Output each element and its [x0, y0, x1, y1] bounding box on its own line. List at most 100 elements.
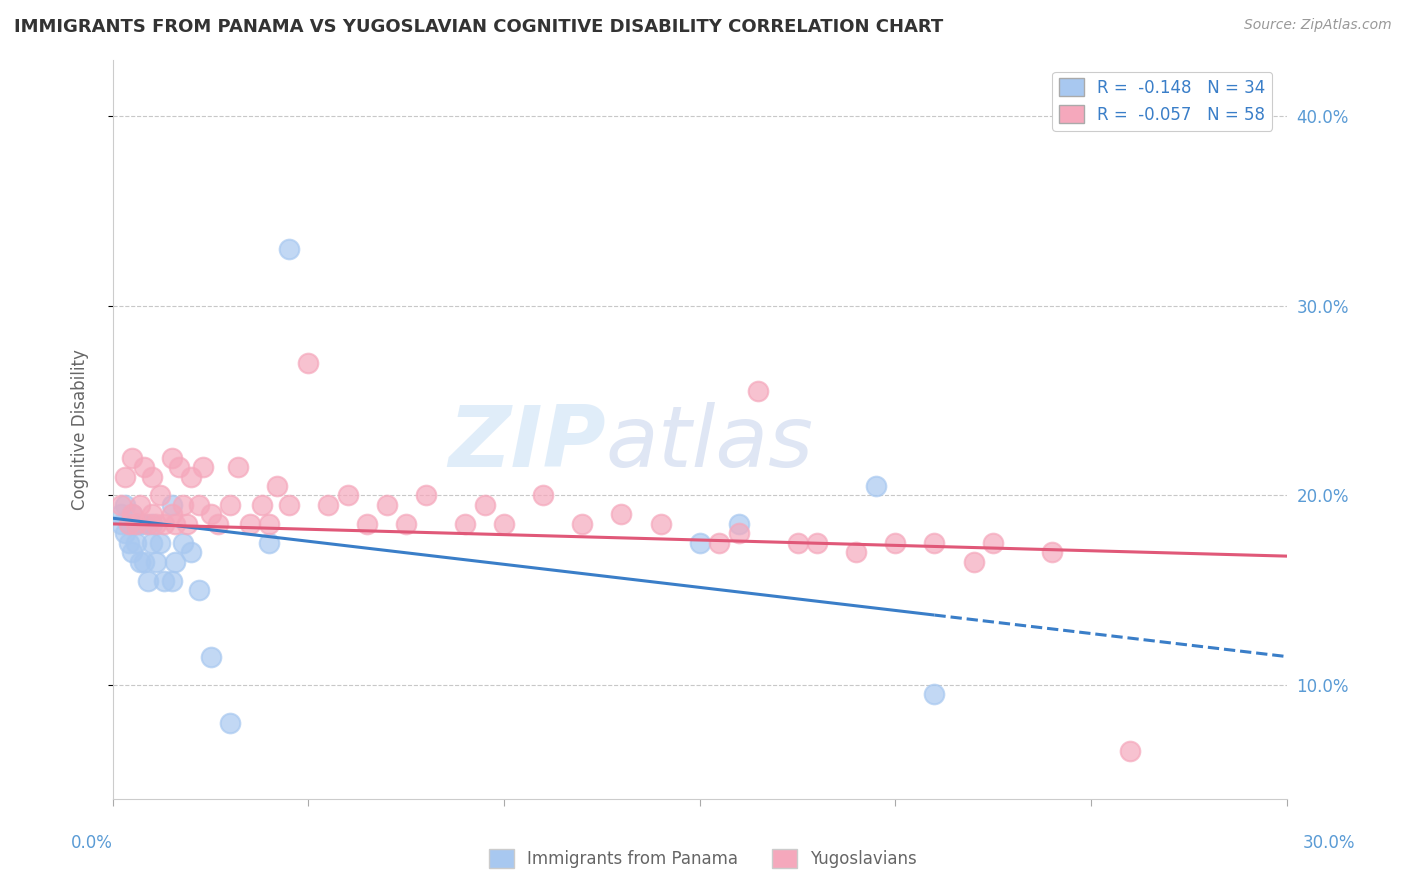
Point	[121, 450, 143, 465]
Point	[141, 516, 163, 531]
Point	[180, 469, 202, 483]
Point	[200, 649, 222, 664]
Point	[981, 536, 1004, 550]
Point	[129, 555, 152, 569]
Point	[395, 516, 418, 531]
Point	[494, 516, 516, 531]
Point	[136, 516, 159, 531]
Point	[117, 516, 139, 531]
Point	[160, 498, 183, 512]
Point	[125, 516, 148, 531]
Point	[786, 536, 808, 550]
Point	[610, 508, 633, 522]
Text: IMMIGRANTS FROM PANAMA VS YUGOSLAVIAN COGNITIVE DISABILITY CORRELATION CHART: IMMIGRANTS FROM PANAMA VS YUGOSLAVIAN CO…	[14, 18, 943, 36]
Point	[259, 536, 281, 550]
Point	[259, 516, 281, 531]
Point	[727, 526, 749, 541]
Point	[145, 516, 167, 531]
Point	[172, 536, 194, 550]
Point	[474, 498, 496, 512]
Point	[239, 516, 262, 531]
Point	[187, 498, 209, 512]
Legend: R =  -0.148   N = 34, R =  -0.057   N = 58: R = -0.148 N = 34, R = -0.057 N = 58	[1053, 71, 1272, 130]
Text: atlas: atlas	[606, 402, 814, 485]
Point	[114, 469, 136, 483]
Text: 0.0%: 0.0%	[70, 834, 112, 852]
Point	[266, 479, 288, 493]
Point	[277, 498, 299, 512]
Point	[297, 356, 319, 370]
Point	[117, 536, 139, 550]
Point	[134, 460, 156, 475]
Point	[134, 516, 156, 531]
Point	[117, 516, 139, 531]
Point	[219, 715, 242, 730]
Point	[134, 555, 156, 569]
Point	[962, 555, 984, 569]
Point	[180, 545, 202, 559]
Point	[149, 536, 172, 550]
Point	[924, 688, 946, 702]
Point	[114, 526, 136, 541]
Point	[806, 536, 828, 550]
Point	[165, 555, 187, 569]
Point	[114, 498, 136, 512]
Point	[571, 516, 593, 531]
Point	[176, 516, 198, 531]
Text: ZIP: ZIP	[449, 402, 606, 485]
Point	[250, 498, 273, 512]
Point	[336, 488, 359, 502]
Point	[125, 536, 148, 550]
Point	[316, 498, 339, 512]
Point	[172, 498, 194, 512]
Point	[160, 574, 183, 588]
Point	[110, 498, 132, 512]
Point	[136, 574, 159, 588]
Point	[160, 508, 183, 522]
Point	[169, 460, 191, 475]
Point	[884, 536, 907, 550]
Point	[149, 488, 172, 502]
Text: Source: ZipAtlas.com: Source: ZipAtlas.com	[1244, 18, 1392, 32]
Point	[141, 508, 163, 522]
Point	[415, 488, 437, 502]
Point	[141, 469, 163, 483]
Legend: Immigrants from Panama, Yugoslavians: Immigrants from Panama, Yugoslavians	[482, 843, 924, 875]
Text: 30.0%: 30.0%	[1302, 834, 1355, 852]
Point	[277, 242, 299, 256]
Point	[689, 536, 711, 550]
Point	[924, 536, 946, 550]
Point	[727, 516, 749, 531]
Point	[160, 450, 183, 465]
Point	[1040, 545, 1063, 559]
Point	[121, 508, 143, 522]
Point	[187, 583, 209, 598]
Point	[454, 516, 477, 531]
Point	[129, 498, 152, 512]
Point	[110, 516, 132, 531]
Point	[145, 555, 167, 569]
Point	[709, 536, 731, 550]
Point	[219, 498, 242, 512]
Point	[129, 516, 152, 531]
Point	[152, 574, 174, 588]
Point	[110, 508, 132, 522]
Point	[165, 516, 187, 531]
Point	[125, 516, 148, 531]
Point	[375, 498, 398, 512]
Point	[207, 516, 229, 531]
Point	[747, 384, 769, 399]
Point	[650, 516, 672, 531]
Point	[531, 488, 554, 502]
Point	[1119, 744, 1142, 758]
Point	[200, 508, 222, 522]
Point	[191, 460, 214, 475]
Y-axis label: Cognitive Disability: Cognitive Disability	[72, 349, 89, 509]
Point	[141, 536, 163, 550]
Point	[845, 545, 868, 559]
Point	[865, 479, 887, 493]
Point	[226, 460, 249, 475]
Point	[152, 516, 174, 531]
Point	[121, 508, 143, 522]
Point	[356, 516, 378, 531]
